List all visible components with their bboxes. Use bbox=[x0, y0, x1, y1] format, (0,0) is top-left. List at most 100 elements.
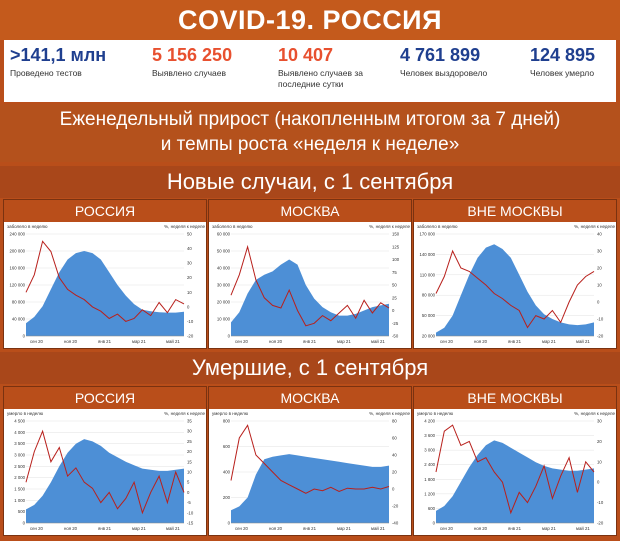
right-tick-label: -20 bbox=[392, 504, 399, 509]
left-tick-label: 120 000 bbox=[9, 283, 25, 288]
left-tick-label: 140 000 bbox=[419, 252, 435, 257]
area-series bbox=[26, 251, 184, 336]
right-tick-label: 10 bbox=[597, 459, 602, 464]
x-tick-label: янв 21 bbox=[98, 339, 112, 344]
x-tick-label: мар 21 bbox=[132, 526, 146, 531]
x-tick-label: мар 21 bbox=[337, 526, 351, 531]
right-tick-label: 30 bbox=[187, 429, 192, 434]
right-tick-label: 125 bbox=[392, 244, 400, 249]
chart-panel: РОССИЯ умерло в неделю %, неделя к неделе… bbox=[3, 386, 207, 536]
left-tick-label: 50 000 bbox=[422, 313, 436, 318]
left-tick-label: 2 000 bbox=[14, 475, 25, 480]
right-tick-label: -5 bbox=[187, 500, 191, 505]
left-tick-label: 600 bbox=[223, 444, 231, 449]
weekly-line-1: Еженедельный прирост (накопленным итогом… bbox=[59, 109, 561, 130]
right-tick-label: -20 bbox=[597, 521, 604, 526]
area-series bbox=[231, 259, 389, 336]
left-tick-label: 500 bbox=[18, 509, 26, 514]
left-tick-label: 60 000 bbox=[217, 232, 231, 237]
stat-deaths: 124 895 Человек умерло bbox=[530, 44, 595, 79]
left-tick-label: 160 000 bbox=[9, 266, 25, 271]
weekly-line-2: и темпы роста «неделя к неделе» bbox=[160, 134, 460, 155]
panel-title: ВНЕ МОСКВЫ bbox=[414, 387, 616, 409]
left-tick-label: 3 000 bbox=[424, 448, 435, 453]
stats-panel: >141,1 млн Проведено тестов 5 156 250 Вы… bbox=[4, 40, 616, 102]
right-tick-label: -10 bbox=[597, 317, 604, 322]
right-tick-label: 10 bbox=[597, 283, 602, 288]
right-tick-label: 0 bbox=[392, 308, 395, 313]
left-tick-label: 3 000 bbox=[14, 453, 25, 458]
left-tick-label: 10 000 bbox=[217, 317, 231, 322]
left-tick-label: 20 000 bbox=[422, 334, 436, 339]
right-tick-label: 40 bbox=[597, 232, 602, 237]
left-tick-label: 2 400 bbox=[424, 462, 435, 467]
chart-panel: ВНЕ МОСКВЫ умерло в неделю %, неделя к не… bbox=[413, 386, 617, 536]
left-tick-label: 3 600 bbox=[424, 433, 435, 438]
x-tick-label: май 21 bbox=[576, 526, 590, 531]
right-tick-label: -20 bbox=[187, 334, 194, 339]
right-tick-label: 0 bbox=[597, 300, 600, 305]
stat-value: 5 156 250 bbox=[152, 45, 233, 65]
chart-svg: умерло в неделю %, неделя к неделе 4 500 4 … bbox=[7, 411, 205, 531]
x-tick-label: ноя 20 bbox=[64, 339, 78, 344]
x-tick-label: янв 21 bbox=[98, 526, 112, 531]
right-tick-label: 0 bbox=[392, 487, 395, 492]
chart-svg: заболело в неделю %, неделя к неделе 60 00… bbox=[212, 224, 410, 344]
right-axis-label: %, неделя к неделе bbox=[164, 224, 205, 229]
panel-title: МОСКВА bbox=[209, 387, 411, 409]
stat-label: Проведено тестов bbox=[10, 68, 82, 78]
x-tick-label: ноя 20 bbox=[474, 526, 488, 531]
right-tick-label: 50 bbox=[392, 283, 397, 288]
left-tick-label: 1 500 bbox=[14, 487, 25, 492]
right-tick-label: -10 bbox=[597, 500, 604, 505]
right-tick-label: 20 bbox=[392, 470, 397, 475]
panel-title: ВНЕ МОСКВЫ bbox=[414, 200, 616, 222]
x-tick-label: янв 21 bbox=[303, 339, 317, 344]
stat-cases: 5 156 250 Выявлено случаев bbox=[152, 44, 232, 79]
x-tick-label: янв 21 bbox=[508, 339, 522, 344]
chart-svg: заболело в неделю %, неделя к неделе 170 0… bbox=[417, 224, 615, 344]
left-tick-label: 1 000 bbox=[14, 498, 25, 503]
left-tick-label: 40 000 bbox=[12, 317, 26, 322]
right-tick-label: 0 bbox=[187, 490, 190, 495]
x-tick-label: мар 21 bbox=[542, 526, 556, 531]
left-axis-label: умерло в неделю bbox=[212, 411, 249, 416]
right-tick-label: 40 bbox=[187, 246, 192, 251]
x-tick-label: май 21 bbox=[371, 526, 385, 531]
x-tick-label: сен 20 bbox=[30, 339, 43, 344]
chart-svg: умерло в неделю%, неделя к неделе8006004… bbox=[212, 411, 410, 531]
panel-title: РОССИЯ bbox=[4, 387, 206, 409]
stat-label: Человек умерло bbox=[530, 68, 595, 78]
left-tick-label: 0 bbox=[23, 334, 26, 339]
right-tick-label: 75 bbox=[392, 270, 397, 275]
right-tick-label: 40 bbox=[392, 453, 397, 458]
left-tick-label: 4 200 bbox=[424, 419, 435, 424]
left-tick-label: 240 000 bbox=[9, 232, 25, 237]
right-tick-label: 30 bbox=[187, 261, 192, 266]
right-axis-label: %, неделя к неделе bbox=[164, 411, 205, 416]
right-axis-label: %, неделя к неделе bbox=[369, 224, 410, 229]
left-tick-label: 0 bbox=[23, 521, 26, 526]
left-tick-label: 4 500 bbox=[14, 419, 25, 424]
left-tick-label: 400 bbox=[223, 470, 231, 475]
section-title-cases: Новые случаи, с 1 сентября bbox=[0, 166, 620, 198]
x-tick-label: ноя 20 bbox=[269, 339, 283, 344]
right-axis-label: %, неделя к неделе bbox=[574, 224, 615, 229]
line-series bbox=[230, 424, 390, 494]
right-tick-label: 15 bbox=[187, 459, 192, 464]
left-tick-label: 20 000 bbox=[217, 300, 231, 305]
left-tick-label: 0 bbox=[228, 521, 231, 526]
left-tick-label: 0 bbox=[228, 334, 231, 339]
x-tick-label: сен 20 bbox=[235, 339, 248, 344]
area-series bbox=[436, 440, 594, 523]
left-tick-label: 80 000 bbox=[12, 300, 26, 305]
left-axis-label: заболело в неделю bbox=[212, 224, 253, 229]
left-axis-label: умерло в неделю bbox=[7, 411, 44, 416]
area-series bbox=[436, 244, 594, 336]
left-tick-label: 600 bbox=[428, 506, 436, 511]
x-tick-label: сен 20 bbox=[440, 526, 453, 531]
x-tick-label: май 21 bbox=[371, 339, 385, 344]
right-tick-label: 20 bbox=[597, 266, 602, 271]
left-tick-label: 170 000 bbox=[419, 232, 435, 237]
section-title-deaths: Умершие, с 1 сентября bbox=[0, 352, 620, 384]
